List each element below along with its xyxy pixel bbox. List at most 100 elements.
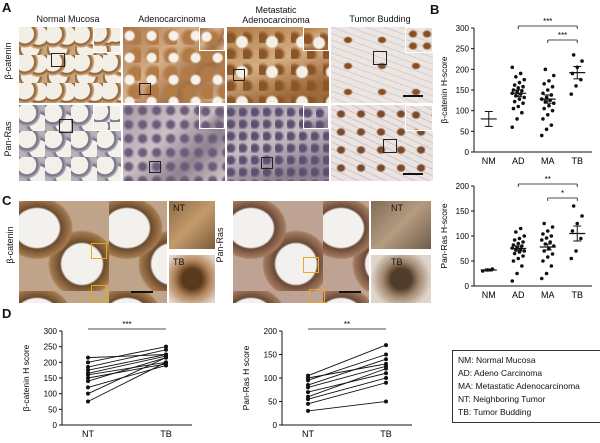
y-tick-label: 200: [456, 65, 470, 74]
data-point: [306, 394, 310, 399]
x-tick-label: AD: [512, 156, 525, 166]
y-tick-label: 250: [456, 45, 470, 54]
zoom-inset: [199, 105, 225, 129]
roi-box-nt: [91, 243, 107, 259]
x-tick-label: NM: [482, 156, 496, 166]
data-point: [164, 344, 168, 349]
zoom-inset: [93, 105, 121, 131]
x-tick-label: TB: [571, 156, 583, 166]
scale-bar: [131, 291, 153, 293]
zoom-inset: [405, 105, 433, 131]
y-tick-label: 100: [44, 390, 58, 399]
data-point: [545, 113, 550, 117]
ihc-image-tb-pan-ras: [330, 104, 434, 182]
panel-label-a: A: [2, 0, 12, 15]
data-point: [510, 65, 515, 70]
data-point: [541, 91, 545, 96]
data-point: [539, 133, 544, 138]
data-point: [511, 88, 516, 92]
data-point: [541, 232, 545, 236]
paired-line: [87, 354, 167, 359]
data-point: [517, 236, 522, 241]
data-point: [86, 368, 90, 373]
x-tick-label: TB: [160, 429, 172, 439]
data-point: [542, 82, 546, 86]
inset-label-tb: TB: [391, 257, 403, 267]
paired-line: [307, 344, 387, 377]
data-point: [539, 238, 544, 242]
scale-bar: [403, 173, 423, 175]
data-point: [569, 256, 574, 261]
data-point: [550, 252, 555, 256]
data-point: [521, 254, 525, 258]
data-point: [544, 271, 549, 276]
zoom-inset: [303, 105, 329, 129]
data-point: [574, 84, 578, 88]
y-axis-label: Pan-Ras H score: [241, 345, 251, 410]
y-tick-label: 150: [44, 374, 58, 383]
paired-line: [87, 357, 167, 382]
y-tick-label: 50: [48, 405, 57, 414]
roi-box-tb: [309, 289, 325, 303]
data-point: [550, 225, 555, 229]
legend-item: MA: Metastatic Adenocarcinoma: [458, 381, 580, 391]
line-chart-beta-catenin: 0 50 100 150 200 250 300 NT TB β-catenin H score *…: [21, 320, 192, 439]
row-label-beta-catenin: β-catenin: [3, 42, 13, 80]
inset-c-pan-ras-tb: TB: [370, 254, 432, 304]
zoom-box: [59, 119, 73, 133]
data-point: [551, 73, 556, 78]
data-point: [544, 236, 549, 240]
col-title-normal-mucosa: Normal Mucosa: [36, 14, 100, 24]
col-title-metastatic: Metastatic Adenocarcinoma: [242, 5, 310, 25]
ihc-image-ad-pan-ras: [122, 104, 226, 182]
data-point: [518, 71, 523, 76]
data-point: [384, 371, 388, 376]
y-tick-label: 100: [456, 232, 470, 241]
data-point: [384, 343, 388, 348]
data-point: [86, 365, 90, 370]
data-point: [550, 84, 555, 89]
significance-label: ***: [558, 31, 567, 40]
ihc-image-nm-beta-catenin: [18, 26, 122, 104]
zoom-box: [383, 139, 397, 153]
data-point: [580, 59, 584, 63]
data-point: [517, 97, 522, 101]
data-point: [384, 399, 388, 404]
paired-line: [87, 357, 167, 395]
data-point: [514, 74, 518, 79]
scale-bar: [339, 291, 361, 293]
data-point: [547, 103, 551, 108]
data-point: [515, 271, 519, 276]
line-chart-pan-ras: 0 50 100 150 200 NT TB Pan-Ras H score **: [241, 320, 412, 439]
data-point: [522, 249, 527, 253]
ihc-image-c-beta-catenin: [18, 200, 168, 304]
y-tick-label: 200: [44, 358, 58, 367]
y-tick-label: 0: [465, 148, 470, 157]
data-point: [571, 204, 576, 208]
data-point: [539, 276, 544, 281]
data-point: [518, 226, 523, 231]
data-point: [543, 67, 548, 72]
y-tick-label: 50: [268, 398, 277, 407]
y-tick-label: 300: [44, 327, 58, 336]
zoom-inset: [303, 27, 329, 51]
legend-item: NT: Neighboring Tumor: [458, 394, 546, 404]
data-point: [516, 241, 521, 246]
x-tick-label: MA: [541, 290, 555, 300]
y-axis-label: β-catenin H-score: [439, 56, 449, 124]
row-label-c-pan-ras: Pan-Ras: [215, 227, 225, 263]
paired-line: [307, 377, 387, 400]
paired-line: [87, 365, 167, 388]
y-tick-label: 150: [456, 207, 470, 216]
data-point: [521, 101, 525, 106]
data-point: [545, 88, 550, 92]
x-tick-label: AD: [512, 290, 525, 300]
y-tick-label: 100: [456, 107, 470, 116]
x-tick-label: MA: [541, 156, 555, 166]
data-point: [569, 92, 574, 96]
row-label-pan-ras: Pan-Ras: [3, 121, 13, 157]
abbreviation-legend: NM: Normal Mucosa AD: Adeno Carcinoma MA…: [452, 350, 600, 423]
data-point: [86, 379, 90, 384]
data-point: [549, 234, 554, 238]
